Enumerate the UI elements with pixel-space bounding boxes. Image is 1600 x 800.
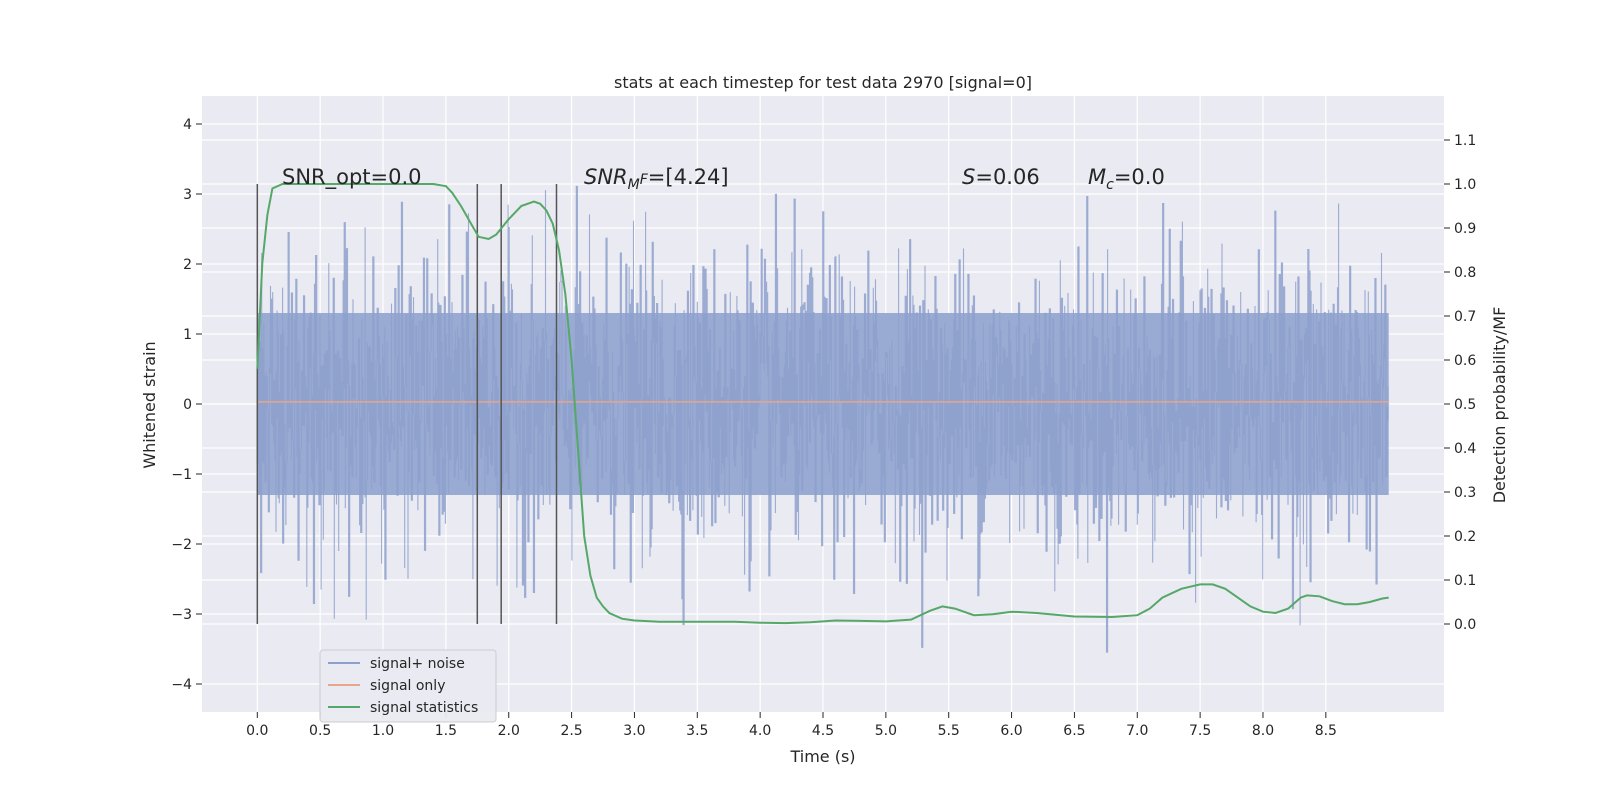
left-tick-label: −3 <box>171 607 192 623</box>
annotation-snr-mf: SNRMF=[4.24] <box>584 165 729 193</box>
right-tick-label: 1.1 <box>1454 133 1476 149</box>
x-axis: 0.0 0.5 1.0 1.5 2.0 2.5 3.0 3.5 4.0 4.5 5.0 5.5 6.0 6… <box>246 712 1337 739</box>
x-tick-label: 8.5 <box>1315 723 1337 739</box>
noise-series <box>256 185 1389 653</box>
vertical-markers <box>256 184 558 624</box>
right-tick-label: 1.0 <box>1454 177 1476 193</box>
x-tick-label: 1.0 <box>372 723 394 739</box>
x-tick-label: 0.0 <box>246 723 268 739</box>
x-tick-label: 6.0 <box>1000 723 1022 739</box>
left-tick-label: 3 <box>183 187 192 203</box>
x-tick-label: 4.5 <box>812 723 834 739</box>
right-tick-label: 0.1 <box>1454 573 1476 589</box>
right-tick-label: 0.0 <box>1454 617 1476 633</box>
legend-box <box>319 649 497 723</box>
x-tick-label: 2.5 <box>560 723 582 739</box>
legend-label-statistics: signal statistics <box>370 700 478 716</box>
legend-label-noise: signal+ noise <box>370 656 465 672</box>
x-tick-label: 7.0 <box>1126 723 1148 739</box>
x-tick-label: 6.5 <box>1063 723 1085 739</box>
x-axis-label: Time (s) <box>789 747 855 766</box>
left-tick-label: −4 <box>171 677 192 693</box>
left-tick-label: −2 <box>171 537 192 553</box>
annotations: SNR_opt=0.0 SNRMF=[4.24] S=0.06 Mc=0.0 <box>282 165 1165 193</box>
x-tick-label: 5.0 <box>875 723 897 739</box>
left-tick-label: 0 <box>183 397 192 413</box>
right-tick-label: 0.2 <box>1454 529 1476 545</box>
legend: signal+ noise signal only signal statist… <box>319 649 497 723</box>
annotation-mc: Mc=0.0 <box>1088 165 1165 193</box>
x-tick-label: 7.5 <box>1189 723 1211 739</box>
annotation-s: S=0.06 <box>962 165 1040 189</box>
y-axis-label-left: Whitened strain <box>140 341 159 468</box>
right-tick-label: 0.5 <box>1454 397 1476 413</box>
right-tick-label: 0.8 <box>1454 265 1476 281</box>
x-tick-label: 5.5 <box>938 723 960 739</box>
right-tick-label: 0.4 <box>1454 441 1476 457</box>
right-tick-label: 0.7 <box>1454 309 1476 325</box>
x-tick-label: 0.5 <box>309 723 331 739</box>
left-tick-label: 1 <box>183 327 192 343</box>
left-axis: 4 3 2 1 0 −1 −2 −3 −4 <box>171 117 202 693</box>
x-tick-label: 3.0 <box>623 723 645 739</box>
right-tick-label: 0.3 <box>1454 485 1476 501</box>
chart-title: stats at each timestep for test data 297… <box>614 73 1032 92</box>
left-tick-label: 4 <box>183 117 192 133</box>
signal-statistics-line <box>256 183 1389 625</box>
right-tick-label: 0.9 <box>1454 221 1476 237</box>
x-tick-label: 1.5 <box>435 723 457 739</box>
left-tick-label: 2 <box>183 257 192 273</box>
x-tick-label: 3.5 <box>686 723 708 739</box>
x-tick-label: 8.0 <box>1252 723 1274 739</box>
legend-label-signal-only: signal only <box>370 678 445 694</box>
right-axis: 1.1 1.0 0.9 0.8 0.7 0.6 0.5 0.4 0.3 0.2 0.1 0.0 <box>1444 133 1476 633</box>
annotation-snr-opt: SNR_opt=0.0 <box>282 165 422 190</box>
left-tick-label: −1 <box>171 467 192 483</box>
right-tick-label: 0.6 <box>1454 353 1476 369</box>
x-tick-label: 2.0 <box>498 723 520 739</box>
y-axis-label-right: Detection probability/MF <box>1490 307 1509 504</box>
x-tick-label: 4.0 <box>749 723 771 739</box>
